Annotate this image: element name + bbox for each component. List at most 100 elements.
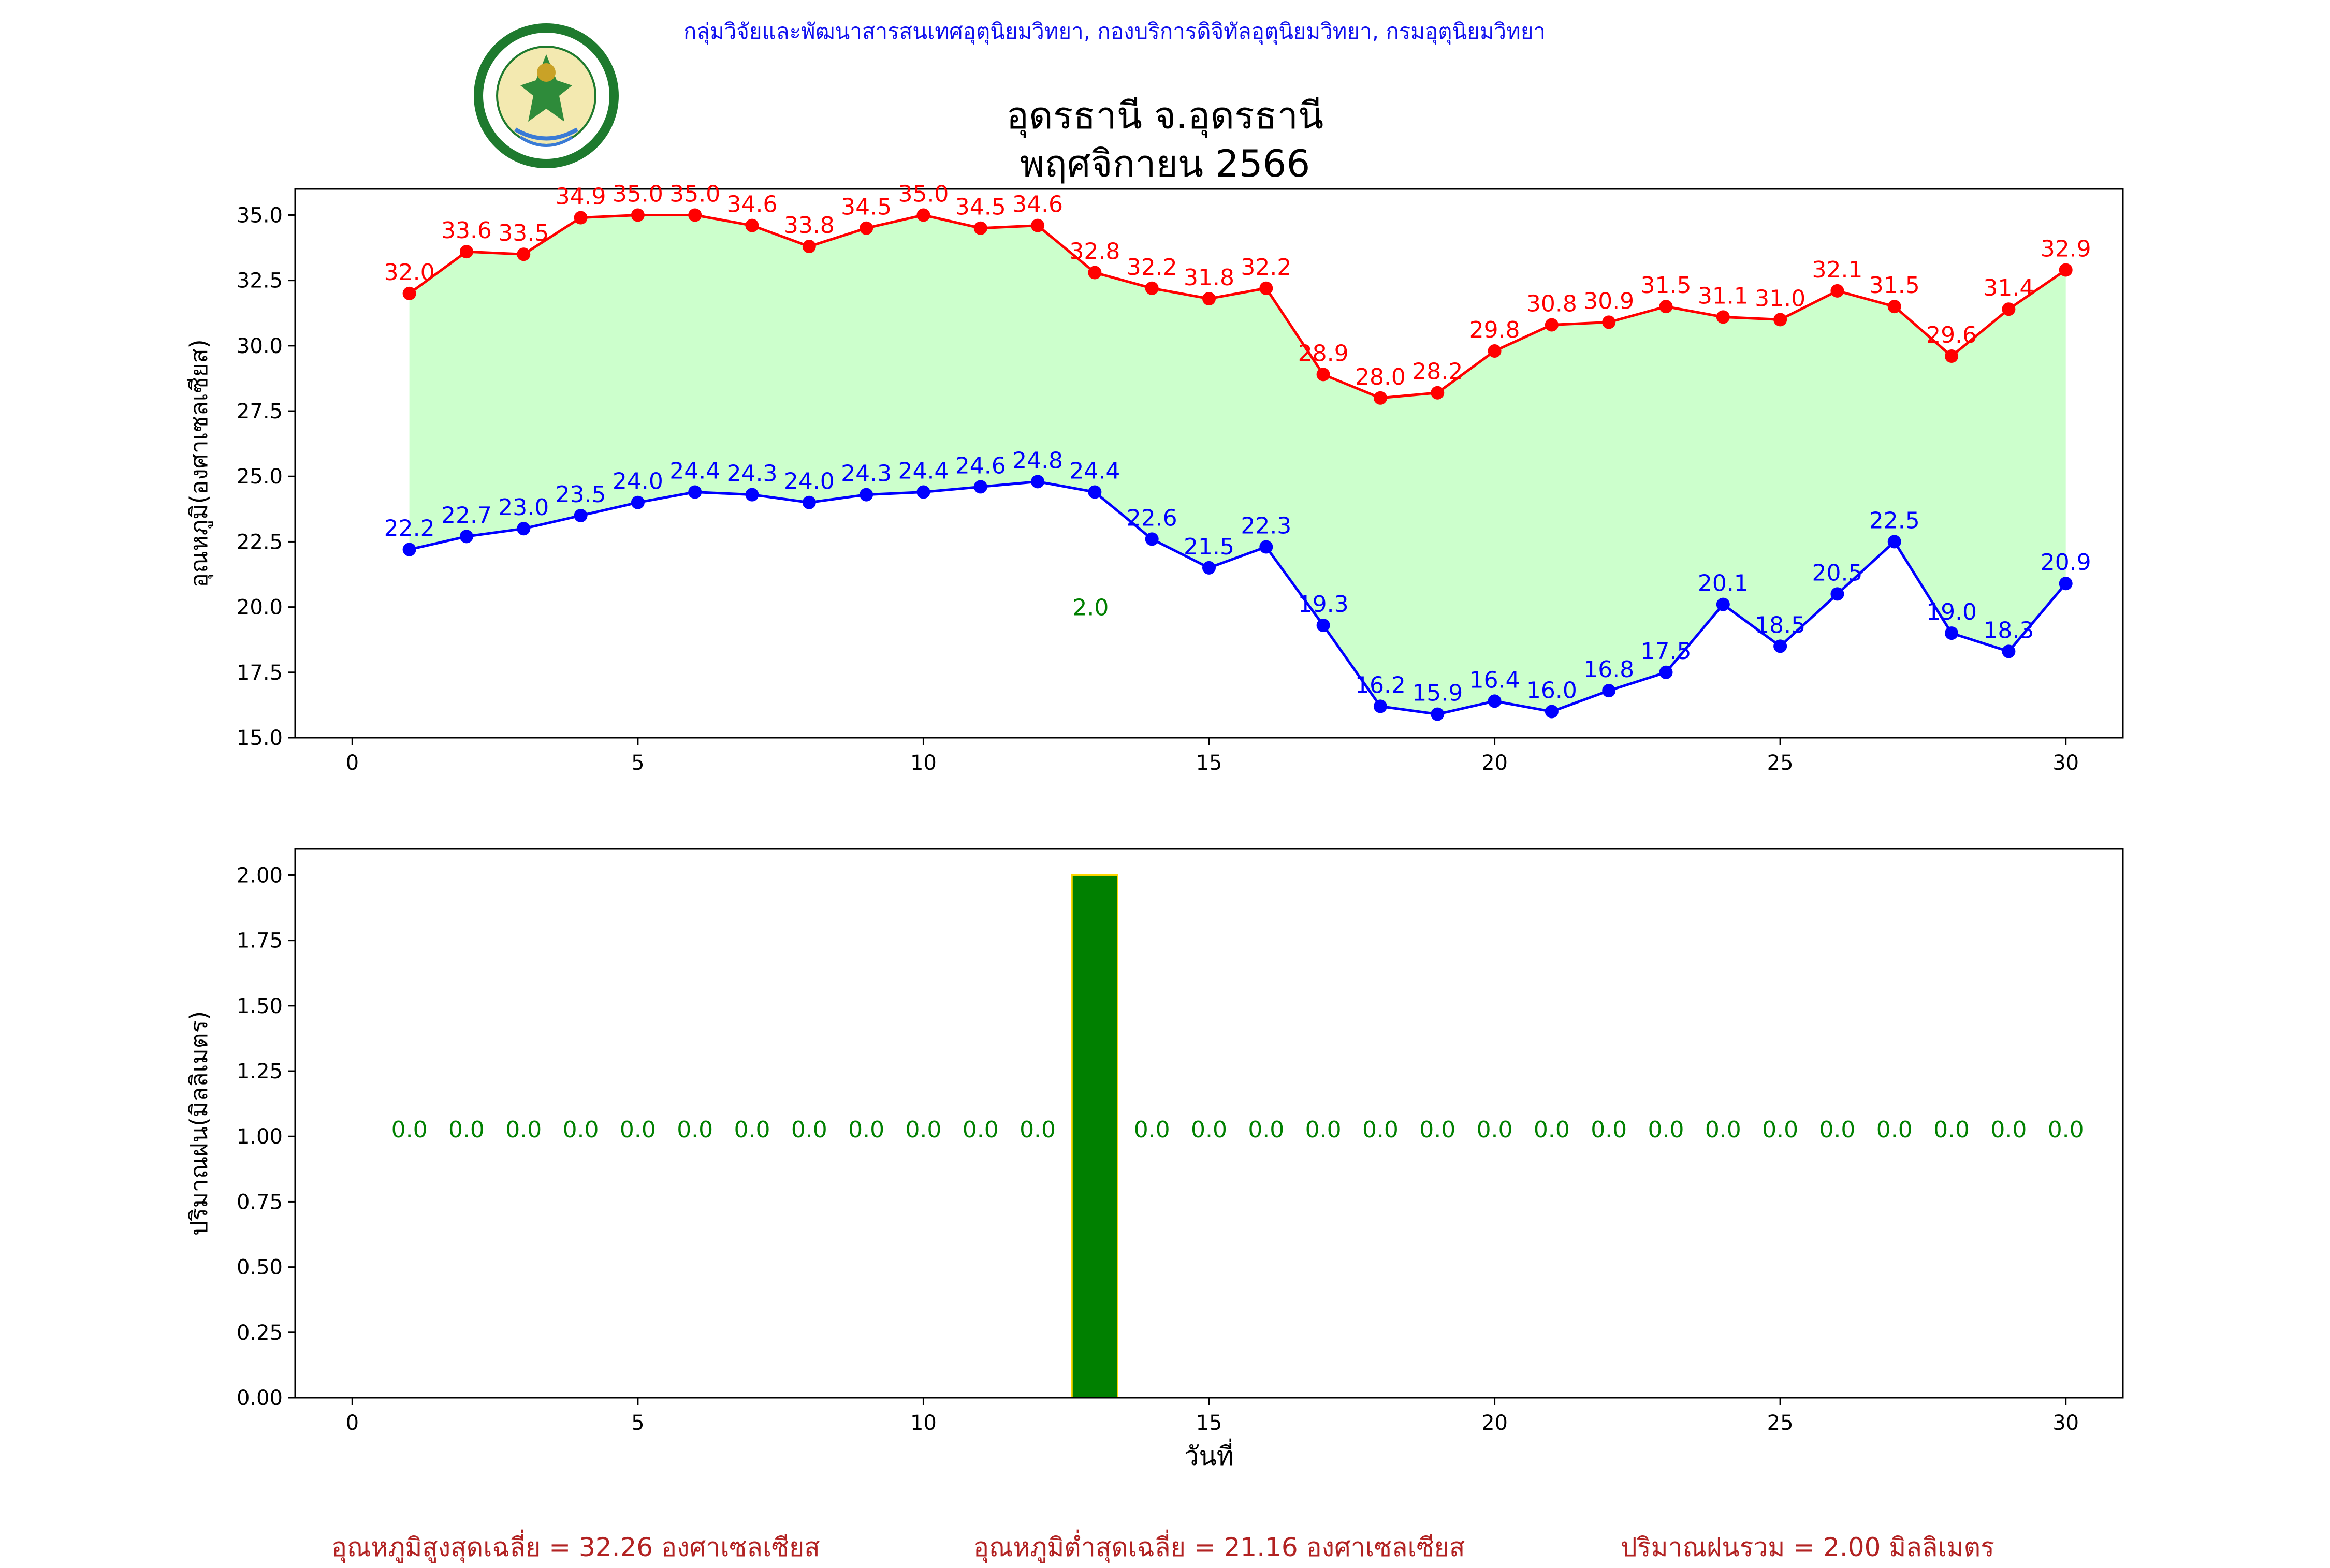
min-temperature-point [402,543,416,556]
min-temperature-value-label: 23.0 [498,494,549,521]
max-temperature-value-label: 31.4 [1983,275,2034,301]
min-temperature-point [2002,644,2016,658]
temperature-x-tick-label: 25 [1767,751,1794,775]
min-temperature-point [1887,535,1901,549]
max-temperature-point [1830,284,1844,298]
min-temperature-value-label: 23.5 [556,481,606,508]
max-temperature-point [1316,368,1330,382]
max-temperature-point [631,208,645,222]
min-temperature-point [1545,705,1559,719]
temperature-x-tick-label: 20 [1481,751,1508,775]
rain-value-label: 0.0 [734,1117,770,1143]
min-temperature-value-label: 16.4 [1469,667,1520,693]
rain-value-label: 0.0 [1020,1117,1056,1143]
max-temperature-value-label: 32.2 [1127,254,1177,281]
temperature-y-tick-label: 15.0 [237,726,283,750]
rain-annotation: 2.0 [1072,595,1109,621]
max-temperature-point [574,211,588,225]
temperature-range-fill [409,215,2066,714]
temperature-y-tick-label: 25.0 [237,465,283,489]
min-temperature-point [973,480,987,494]
max-temperature-value-label: 32.0 [384,259,435,286]
min-temperature-point [1602,684,1616,698]
min-temperature-value-label: 24.4 [669,458,720,485]
rain-value-label: 0.0 [905,1117,941,1143]
rain-value-label: 0.0 [391,1117,428,1143]
rain-value-label: 0.0 [620,1117,656,1143]
min-temperature-point [1259,540,1273,554]
temperature-y-tick-label: 22.5 [237,530,283,554]
max-temperature-point [2002,302,2016,316]
min-temperature-point [745,488,759,502]
max-temperature-point [1259,281,1273,295]
temperature-y-tick-label: 17.5 [237,661,283,685]
rainfall-y-tick-label: 1.75 [237,929,283,953]
min-temperature-point [1659,665,1673,679]
min-temperature-point [574,508,588,522]
rain-value-label: 0.0 [1648,1117,1684,1143]
max-temperature-value-label: 31.5 [1869,272,1920,299]
max-temperature-point [1887,300,1901,314]
min-temperature-point [860,488,873,502]
max-temperature-point [1945,349,1959,363]
max-temperature-value-label: 34.9 [556,184,606,210]
max-temperature-value-label: 33.6 [441,217,492,244]
temperature-rainfall-chart: 0 5 10 15 20 25 30 15.0 17.5 20.0 22.5 25.0 27.5 30.0… [185,181,2124,1471]
rainfall-y-tick-label: 0.25 [237,1321,283,1345]
max-temperature-value-label: 30.9 [1583,288,1634,314]
rain-value-label: 0.0 [2048,1117,2084,1143]
chart-title-month: พฤศจิกายน 2566 [1020,142,1310,185]
max-temperature-value-label: 32.2 [1241,254,1291,281]
rain-bar [1071,874,1118,1399]
min-temperature-value-label: 18.5 [1755,612,1805,638]
max-temperature-value-label: 34.6 [1012,192,1063,218]
max-temperature-point [1088,266,1102,280]
max-temperature-point [745,218,759,232]
min-temperature-value-label: 22.6 [1127,505,1177,531]
max-temperature-value-label: 35.0 [669,181,720,207]
header-credit: กลุ่มวิจัยและพัฒนาสารสนเทศอุตุนิยมวิทยา,… [683,19,1546,44]
max-temperature-value-label: 29.8 [1469,317,1520,343]
max-temperature-point [1716,310,1730,324]
max-temperature-line [409,213,2067,400]
min-temperature-value-label: 21.5 [1184,534,1234,560]
max-temperature-point [1031,218,1045,232]
min-temperature-value-label: 24.4 [1069,458,1120,485]
min-temperature-point [802,495,816,509]
min-temperature-point [631,495,645,509]
temperature-y-axis-label: อุณหภูมิ(องศาเซลเซียส) [185,339,214,587]
min-temperature-value-label: 17.5 [1641,638,1692,665]
max-temperature-point [2059,263,2073,277]
rain-value-label: 0.0 [1134,1117,1170,1143]
min-temperature-point [459,530,473,544]
min-temperature-value-label: 22.3 [1241,513,1291,539]
min-temperature-point [1316,618,1330,632]
rain-value-label: 0.0 [1305,1117,1342,1143]
max-temperature-value-label: 33.8 [784,212,835,239]
max-temperature-point [402,286,416,300]
min-temperature-value-label: 24.4 [898,458,949,485]
min-temperature-point [1031,475,1045,489]
min-temperature-value-label: 19.0 [1926,599,1977,625]
min-temperature-point [1202,561,1216,575]
rain-value-label: 0.0 [563,1117,599,1143]
temperature-y-tick-label: 20.0 [237,596,283,620]
min-temperature-point [916,485,930,499]
rain-value-label: 0.0 [677,1117,713,1143]
rainfall-x-tick-label: 10 [910,1411,937,1435]
max-temperature-point [860,221,873,235]
max-temperature-value-label: 32.1 [1812,257,1862,283]
rain-value-label: 0.0 [1591,1117,1627,1143]
rain-value-label: 0.0 [963,1117,999,1143]
min-temperature-point [1830,587,1844,601]
rainfall-x-tick-label: 30 [2052,1411,2079,1435]
min-temperature-value-label: 24.6 [955,452,1006,479]
max-temperature-value-label: 34.5 [841,194,892,221]
min-temperature-value-label: 22.7 [441,502,492,529]
rainfall-y-tick-label: 1.50 [237,994,283,1018]
max-temperature-point [459,245,473,259]
temperature-x-tick-label: 5 [631,751,644,775]
max-temperature-value-label: 28.2 [1412,359,1463,385]
max-temperature-value-label: 31.0 [1755,285,1805,312]
rainfall-y-tick-label: 0.75 [237,1190,283,1214]
